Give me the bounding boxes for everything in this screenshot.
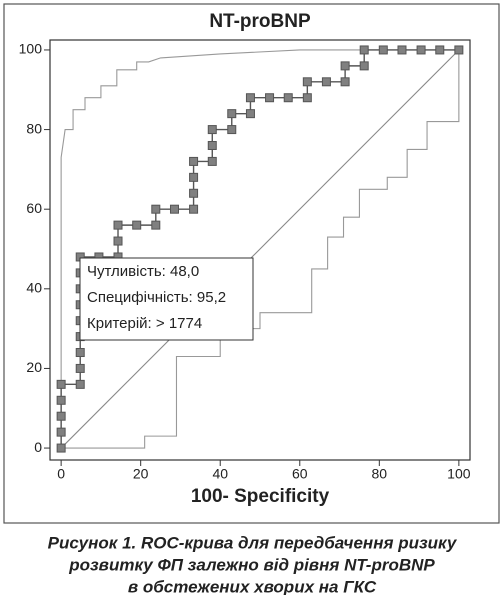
roc-point	[435, 45, 445, 55]
roc-point	[113, 220, 123, 230]
caption: в обстежених хворих на ГКС	[128, 577, 377, 595]
roc-point	[207, 156, 217, 166]
roc-point	[340, 61, 350, 71]
roc-point	[416, 45, 426, 55]
reference-line	[60, 49, 460, 449]
y-tick-label: 0	[34, 439, 42, 455]
roc-point	[189, 204, 199, 214]
roc-point	[189, 188, 199, 198]
caption: Рисунок 1. ROC-крива для передбачення ри…	[48, 533, 458, 552]
y-tick-label: 80	[26, 120, 42, 136]
roc-point	[132, 220, 142, 230]
roc-point	[227, 125, 237, 135]
roc-point	[359, 61, 369, 71]
annotation-box	[79, 257, 254, 341]
y-tick-label: 40	[26, 280, 42, 296]
y-tick-label: 100	[19, 41, 43, 57]
x-tick-label: 40	[212, 466, 228, 482]
roc-point	[359, 45, 369, 55]
roc-point	[207, 140, 217, 150]
x-tick-label: 20	[133, 466, 149, 482]
roc-point	[56, 379, 66, 389]
x-tick-label: 80	[372, 466, 388, 482]
x-tick-label: 100	[447, 466, 471, 482]
annotation: Специфічність: 95,2	[87, 289, 226, 306]
plot-area	[49, 39, 471, 461]
roc-point	[189, 172, 199, 182]
chart-title: NT-proBNP	[209, 11, 311, 32]
roc-point	[56, 427, 66, 437]
roc-point	[207, 125, 217, 135]
roc-point	[75, 348, 85, 358]
roc-point	[397, 45, 407, 55]
roc-point	[302, 93, 312, 103]
roc-point	[227, 109, 237, 119]
x-axis-label: 100- Specificity	[191, 486, 330, 507]
roc-point	[169, 204, 179, 214]
roc-point	[189, 156, 199, 166]
roc-point	[321, 77, 331, 87]
roc-point	[56, 443, 66, 453]
x-tick-label: 0	[57, 466, 65, 482]
roc-point	[113, 236, 123, 246]
reference-line	[61, 49, 460, 449]
roc-point	[56, 395, 66, 405]
roc-point	[245, 93, 255, 103]
roc-point	[265, 93, 275, 103]
roc-point	[454, 45, 464, 55]
roc-point	[56, 411, 66, 421]
roc-point	[283, 93, 293, 103]
caption: розвитку ФП залежно від рівня NT-proBNP	[68, 555, 435, 574]
annotation: Чутливість: 48,0	[87, 263, 199, 280]
roc-point	[245, 109, 255, 119]
roc-point	[151, 220, 161, 230]
roc-point	[378, 45, 388, 55]
reference-line	[60, 49, 459, 449]
roc-point	[75, 363, 85, 373]
y-tick-label: 60	[26, 200, 42, 216]
x-tick-label: 60	[292, 466, 308, 482]
y-tick-label: 20	[26, 359, 42, 375]
frame	[3, 3, 500, 524]
annotation: Критерій: > 1774	[87, 315, 202, 332]
roc-point	[302, 77, 312, 87]
roc-point	[340, 77, 350, 87]
roc-point	[75, 379, 85, 389]
roc-point	[151, 204, 161, 214]
